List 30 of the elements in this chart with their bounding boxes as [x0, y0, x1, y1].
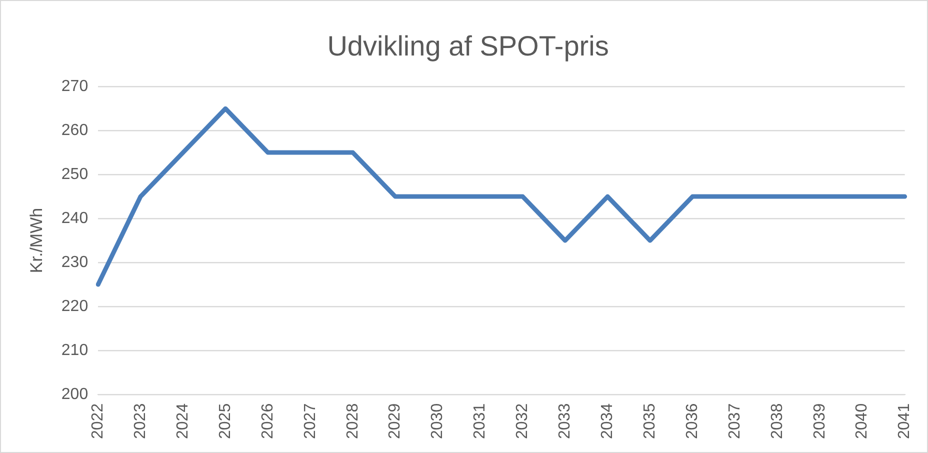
x-tick-label: 2033: [556, 403, 574, 439]
y-tick-label: 220: [61, 298, 88, 315]
x-tick-label: 2027: [302, 403, 319, 439]
x-tick-label: 2025: [216, 403, 234, 439]
x-tick-label: 2034: [599, 403, 616, 439]
x-tick-label: 2028: [344, 403, 362, 439]
x-tick-label: 2029: [386, 403, 404, 439]
y-tick-label: 210: [61, 342, 88, 359]
x-tick-label: 2035: [641, 403, 658, 439]
chart-title: Udvikling af SPOT-pris: [327, 30, 609, 62]
y-tick-label: 200: [61, 386, 88, 403]
x-tick-label: 2023: [132, 403, 149, 439]
x-tick-label: 2022: [90, 403, 106, 439]
x-tick-label: 2031: [472, 403, 489, 439]
x-tick-label: 2037: [726, 403, 744, 439]
x-tick-label: 2026: [259, 403, 276, 439]
y-tick-label: 250: [61, 166, 88, 183]
y-tick-label: 270: [61, 78, 88, 96]
x-tick-label: 2030: [429, 403, 446, 439]
y-tick-label: 230: [61, 254, 88, 271]
x-tick-label: 2040: [854, 403, 871, 439]
x-tick-label: 2039: [811, 403, 828, 439]
x-tick-label: 2036: [684, 403, 701, 439]
x-tick-label: 2038: [768, 403, 786, 439]
x-tick-label: 2024: [174, 403, 192, 439]
x-tick-label: 2041: [896, 403, 914, 439]
y-tick-label: 240: [61, 210, 88, 227]
y-axis-title: Kr./MWh: [26, 208, 46, 274]
x-tick-label: 2032: [514, 403, 532, 439]
y-tick-label: 260: [61, 122, 88, 139]
